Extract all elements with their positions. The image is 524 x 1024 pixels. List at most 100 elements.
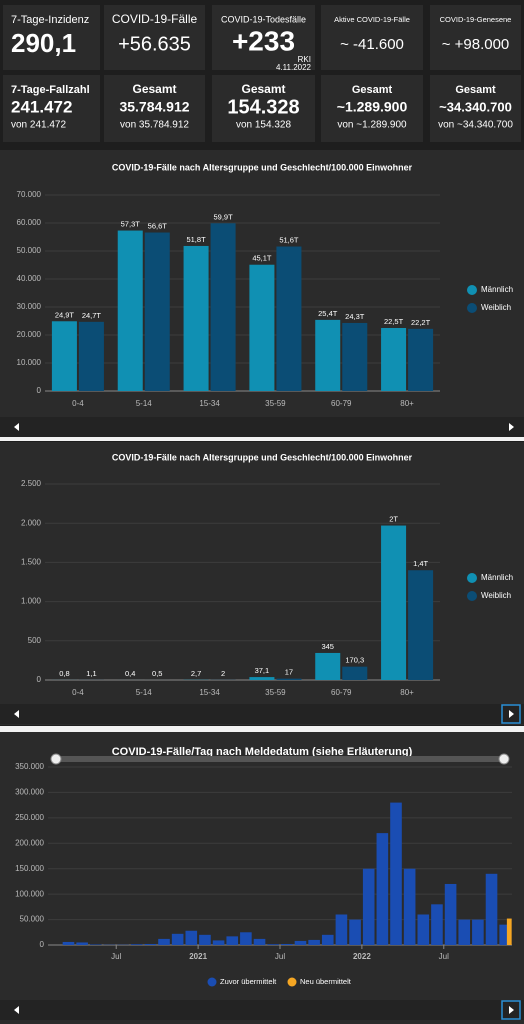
kpi-tile xyxy=(104,5,205,70)
bar xyxy=(249,264,275,391)
nav-prev[interactable] xyxy=(14,423,19,431)
bar xyxy=(376,833,389,945)
kpi-tile xyxy=(321,75,423,142)
bar xyxy=(171,933,184,945)
bar xyxy=(342,666,368,680)
kpi-sub: von 154.328 xyxy=(236,120,291,131)
range-slider[interactable] xyxy=(56,756,504,762)
nav-next-frame[interactable] xyxy=(501,704,521,724)
kpi-label: COVID-19-Todesfälle xyxy=(221,14,306,24)
nav-next[interactable] xyxy=(509,710,514,718)
x-tick-label: 80+ xyxy=(400,399,414,408)
bar xyxy=(342,322,368,391)
kpi-tile xyxy=(212,75,315,142)
bar xyxy=(506,918,512,945)
x-tick-label: 2022 xyxy=(353,952,371,961)
legend-swatch xyxy=(467,573,477,583)
bar xyxy=(431,904,443,945)
y-tick-label: 50.000 xyxy=(17,246,42,255)
y-tick-label: 70.000 xyxy=(17,190,42,199)
y-tick-label: 200.000 xyxy=(15,838,44,847)
bar xyxy=(199,934,211,945)
chart-panel xyxy=(0,732,524,1024)
data-label: 0,5 xyxy=(152,669,162,678)
nav-next[interactable] xyxy=(509,423,514,431)
nav-prev[interactable] xyxy=(14,710,19,718)
slider-handle[interactable] xyxy=(498,753,510,765)
kpi-tile xyxy=(430,5,521,70)
legend-swatch xyxy=(287,977,297,987)
kpi-value: +56.635 xyxy=(118,33,191,55)
legend-label: Männlich xyxy=(481,285,513,294)
bar xyxy=(117,230,143,391)
data-label: 0,8 xyxy=(59,669,69,678)
x-tick-label: Jul xyxy=(439,952,449,961)
kpi-value: ~ +98.000 xyxy=(442,36,510,53)
kpi-label: COVID-19-Fälle xyxy=(112,12,198,26)
nav-next-frame[interactable] xyxy=(501,1000,521,1020)
kpi-label: 7-Tage-Fallzahl xyxy=(11,84,90,96)
bar xyxy=(210,223,236,391)
bar xyxy=(335,914,348,945)
kpi-tile xyxy=(430,75,521,142)
chart-title: COVID-19-Fälle nach Altersgruppe und Ges… xyxy=(112,162,413,172)
nav-prev[interactable] xyxy=(14,1006,19,1014)
x-tick-label: 15-34 xyxy=(199,688,220,697)
kpi-value: 241.472 xyxy=(11,97,72,116)
bar xyxy=(403,868,416,945)
legend-label: Weiblich xyxy=(481,591,511,600)
data-label: 51,8T xyxy=(186,235,206,244)
kpi-value: ~34.340.700 xyxy=(439,99,512,114)
bar xyxy=(281,943,293,945)
legend-label: Weiblich xyxy=(481,303,511,312)
y-tick-label: 500 xyxy=(28,636,42,645)
bar xyxy=(381,525,407,680)
slider-handle[interactable] xyxy=(50,753,62,765)
bar xyxy=(276,246,302,391)
nav-bar xyxy=(0,417,524,437)
kpi-label: Aktive COVID-19-Fälle xyxy=(334,15,410,24)
kpi-sub: von 35.784.912 xyxy=(120,120,189,131)
kpi-label: 7-Tage-Inzidenz xyxy=(11,14,89,26)
y-tick-label: 50.000 xyxy=(20,915,45,924)
y-tick-label: 300.000 xyxy=(15,788,44,797)
y-tick-label: 60.000 xyxy=(17,218,42,227)
data-label: 24,3T xyxy=(345,312,365,321)
kpi-label: COVID-19-Genesene xyxy=(440,15,512,24)
y-tick-label: 100.000 xyxy=(15,889,44,898)
kpi-value: +233 xyxy=(232,25,295,56)
x-tick-label: 5-14 xyxy=(136,688,153,697)
y-tick-label: 20.000 xyxy=(17,330,42,339)
bar xyxy=(381,328,407,391)
data-label: 1,1 xyxy=(86,669,96,678)
kpi-value: ~1.289.900 xyxy=(337,99,408,115)
y-tick-label: 0 xyxy=(40,940,45,949)
bar xyxy=(408,570,434,680)
data-label: 59,9T xyxy=(213,212,233,221)
y-tick-label: 150.000 xyxy=(15,864,44,873)
data-label: 22,2T xyxy=(411,318,431,327)
y-tick-label: 2.500 xyxy=(21,479,42,488)
kpi-source: RKI xyxy=(298,55,311,64)
y-tick-label: 40.000 xyxy=(17,274,42,283)
y-tick-label: 10.000 xyxy=(17,358,42,367)
nav-next[interactable] xyxy=(509,1006,514,1014)
x-tick-label: 80+ xyxy=(400,688,414,697)
y-tick-label: 1.500 xyxy=(21,558,42,567)
y-tick-label: 1.000 xyxy=(21,597,42,606)
bar xyxy=(78,321,104,391)
bar xyxy=(185,930,198,945)
bar xyxy=(308,939,320,945)
bar xyxy=(321,934,334,945)
x-tick-label: 5-14 xyxy=(136,399,153,408)
bar xyxy=(458,919,471,945)
bar xyxy=(276,678,302,680)
kpi-sub: von 241.472 xyxy=(11,120,66,131)
x-tick-label: 0-4 xyxy=(72,399,84,408)
data-label: 0,4 xyxy=(125,669,135,678)
chart-title: COVID-19-Fälle/Tag nach Meldedatum (sieh… xyxy=(112,746,413,758)
bar xyxy=(390,802,402,945)
legend-label: Neu übermittelt xyxy=(300,977,352,986)
kpi-value: 290,1 xyxy=(11,28,76,58)
